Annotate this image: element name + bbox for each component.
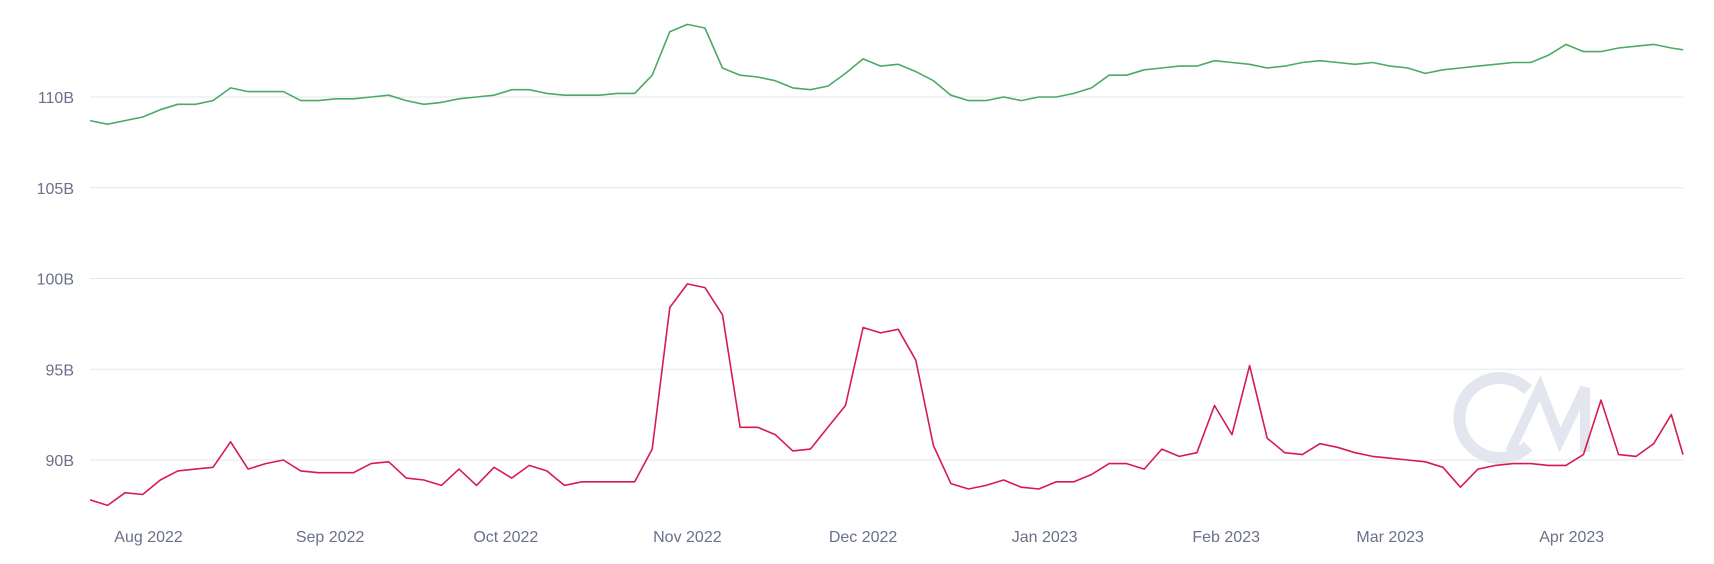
x-tick-label: Mar 2023 [1356, 529, 1424, 546]
gridlines [90, 96, 1683, 461]
y-tick-label: 90B [46, 453, 74, 470]
y-axis-ticks: 90B 95B 100B 105B 110B [37, 90, 74, 470]
y-tick-label: 95B [46, 362, 74, 379]
x-tick-label: Apr 2023 [1539, 529, 1604, 546]
watermark-logo [1453, 372, 1590, 464]
series-line-0 [89, 23, 1684, 125]
series-lines [89, 23, 1684, 507]
watermark-c-shape [1453, 372, 1533, 464]
series-line-1 [89, 283, 1684, 507]
x-tick-label: Aug 2022 [114, 529, 183, 546]
watermark-m-shape [1505, 375, 1590, 455]
x-tick-label: Sep 2022 [296, 529, 365, 546]
x-axis-ticks: Aug 2022 Sep 2022 Oct 2022 Nov 2022 Dec 2022… [114, 529, 1604, 546]
y-tick-label: 105B [37, 181, 74, 198]
x-tick-label: Oct 2022 [473, 529, 538, 546]
x-tick-label: Jan 2023 [1012, 529, 1078, 546]
x-tick-label: Nov 2022 [653, 529, 722, 546]
y-tick-label: 110B [38, 90, 74, 107]
y-tick-label: 100B [37, 272, 74, 289]
x-tick-label: Dec 2022 [829, 529, 898, 546]
x-tick-label: Feb 2023 [1192, 529, 1260, 546]
